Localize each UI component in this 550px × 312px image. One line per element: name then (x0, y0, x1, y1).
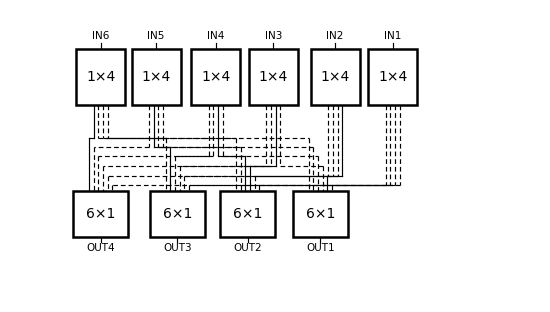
Text: OUT3: OUT3 (163, 243, 192, 253)
Text: 6×1: 6×1 (306, 207, 335, 221)
Text: 1×4: 1×4 (378, 70, 408, 84)
Text: 6×1: 6×1 (233, 207, 262, 221)
FancyBboxPatch shape (249, 49, 298, 105)
Text: 1×4: 1×4 (258, 70, 288, 84)
Text: IN6: IN6 (92, 31, 109, 41)
Text: 1×4: 1×4 (86, 70, 115, 84)
FancyBboxPatch shape (150, 191, 205, 237)
Text: IN1: IN1 (384, 31, 402, 41)
Text: IN2: IN2 (327, 31, 344, 41)
Text: OUT2: OUT2 (233, 243, 262, 253)
Text: OUT4: OUT4 (86, 243, 115, 253)
FancyBboxPatch shape (368, 49, 417, 105)
Text: OUT1: OUT1 (306, 243, 334, 253)
Text: IN3: IN3 (265, 31, 282, 41)
FancyBboxPatch shape (311, 49, 360, 105)
FancyBboxPatch shape (76, 49, 125, 105)
Text: 1×4: 1×4 (321, 70, 350, 84)
FancyBboxPatch shape (131, 49, 180, 105)
Text: 6×1: 6×1 (163, 207, 192, 221)
Text: 1×4: 1×4 (201, 70, 230, 84)
FancyBboxPatch shape (293, 191, 348, 237)
Text: IN5: IN5 (147, 31, 165, 41)
FancyBboxPatch shape (220, 191, 276, 237)
Text: 6×1: 6×1 (86, 207, 116, 221)
Text: 1×4: 1×4 (141, 70, 170, 84)
FancyBboxPatch shape (191, 49, 240, 105)
FancyBboxPatch shape (73, 191, 129, 237)
Text: IN4: IN4 (207, 31, 224, 41)
